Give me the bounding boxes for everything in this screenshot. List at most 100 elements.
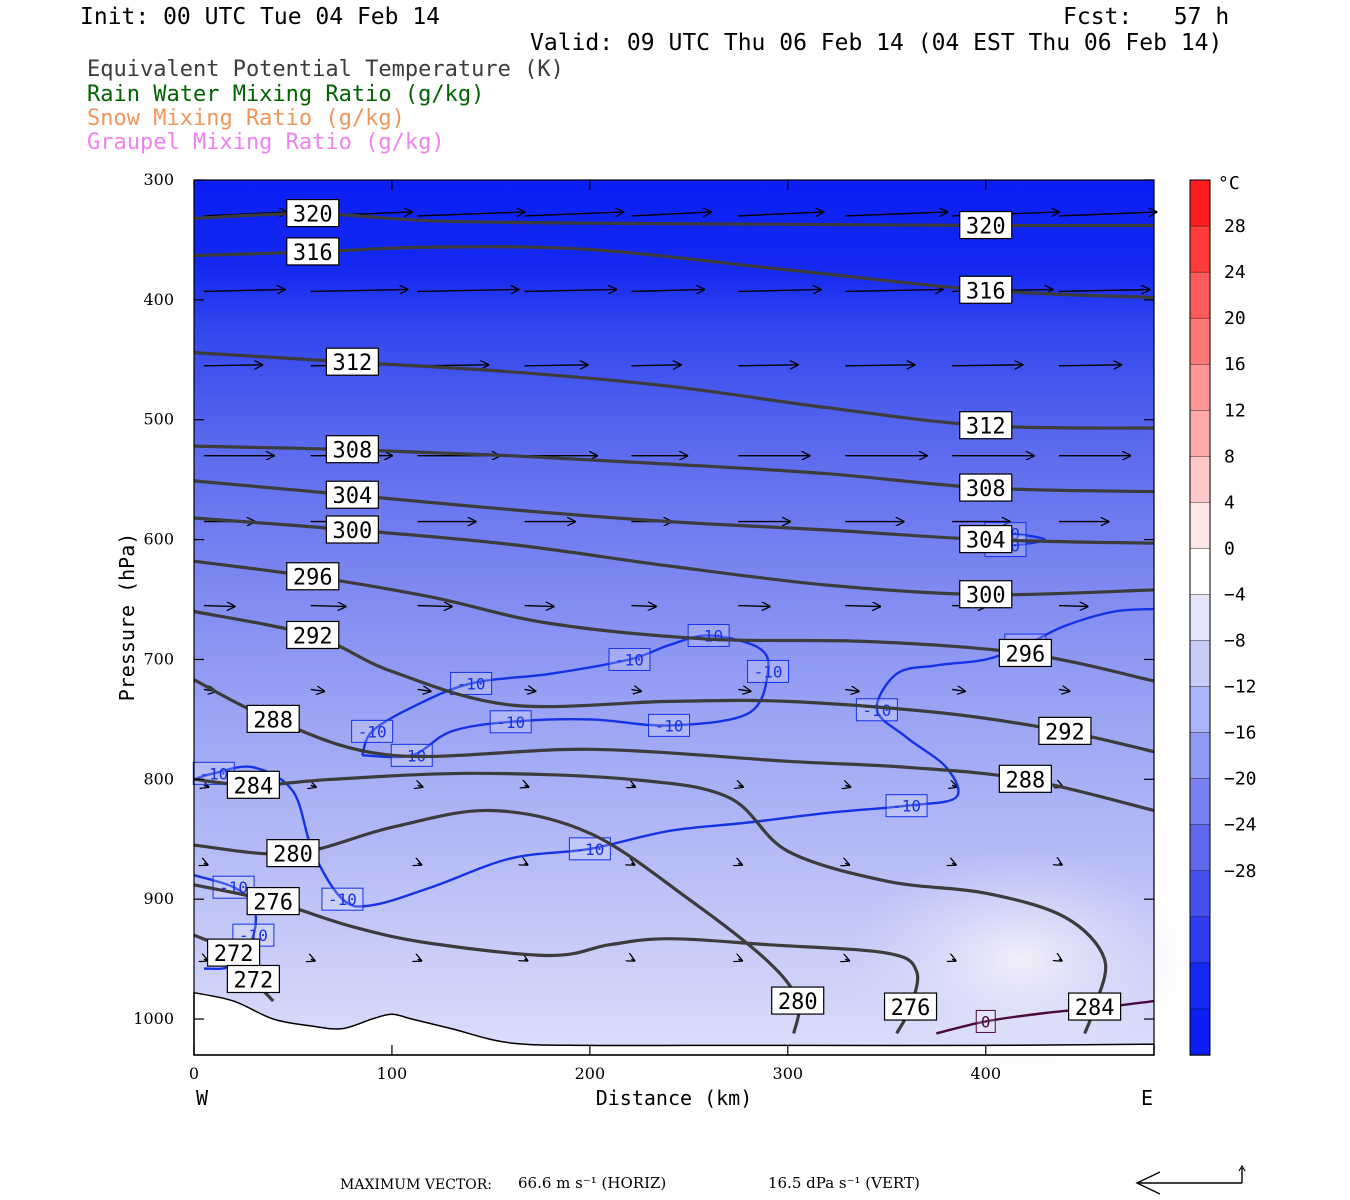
- colorbar-frame: [1189, 179, 1211, 1056]
- wind-vector-8: [1058, 212, 1157, 216]
- temp-contour-1: [361, 634, 770, 759]
- x-tick-label: 400: [970, 1064, 1001, 1083]
- theta-label-box: [325, 515, 379, 544]
- temp-contour-label: -10: [328, 890, 357, 909]
- x-left-label: W: [196, 1086, 209, 1110]
- theta-e-label: 296: [1005, 642, 1045, 667]
- theta-e-label: 292: [1045, 720, 1085, 745]
- theta-label-box: [959, 580, 1013, 609]
- colorbar-label: −16: [1224, 723, 1257, 744]
- wind-vector-61: [952, 689, 966, 691]
- y-tick-label: 600: [143, 530, 174, 549]
- theta-e-label: 304: [966, 529, 1006, 554]
- x-axis-label: Distance (km): [596, 1086, 753, 1110]
- theta-e-label: 320: [966, 215, 1006, 240]
- wind-vector-11: [417, 289, 520, 291]
- axes: 0 100 200 300 400 300 400 500 600 700 800 900 1000: [133, 170, 1154, 1083]
- max-vector-vert: 16.5 dPa s⁻¹ (VERT): [768, 1174, 920, 1192]
- legend-rain: Rain Water Mixing Ratio (g/kg): [87, 82, 485, 107]
- wind-vector-51: [845, 606, 881, 607]
- colorbar-step: [1189, 456, 1211, 504]
- colorbar-step: [1189, 870, 1211, 918]
- wind-vector-83: [418, 959, 422, 961]
- colorbar-label: 28: [1224, 216, 1246, 237]
- colorbar-label: −28: [1224, 861, 1257, 882]
- theta-e-label: 312: [332, 351, 372, 376]
- wind-vector-24: [845, 365, 915, 366]
- temp-contour-label: -10: [496, 713, 525, 732]
- wind-vector-46: [310, 606, 347, 607]
- theta-e-label: 308: [332, 439, 372, 464]
- wind-vector-0: [203, 212, 288, 216]
- temp-contour-label: -10: [358, 722, 387, 741]
- colorbar-step: [1189, 640, 1211, 688]
- colorbar-step: [1189, 410, 1211, 458]
- temp-contour-label: -10: [862, 701, 891, 720]
- terrain-mask: [193, 991, 1155, 1056]
- theta-e-label: 320: [293, 203, 333, 228]
- wind-vector-48: [524, 606, 555, 607]
- wind-vector-80: [1059, 863, 1063, 865]
- wind-vector-23: [738, 365, 798, 366]
- x-right-label: E: [1141, 1086, 1153, 1110]
- wind-vector-3: [524, 212, 625, 216]
- theta-e-label: 300: [966, 584, 1006, 609]
- temp-contour-label: -10: [892, 797, 921, 816]
- wind-vector-65: [418, 785, 424, 787]
- wind-vector-86: [738, 959, 743, 961]
- colorbar-label: −8: [1224, 631, 1246, 652]
- wind-vector-5: [738, 212, 824, 216]
- wind-vector-69: [845, 785, 851, 787]
- wind-vector-2: [417, 212, 526, 216]
- theta-e-contour-276: [193, 883, 920, 1035]
- wind-vector-67: [631, 785, 635, 787]
- colorbar-label: 0: [1224, 538, 1235, 559]
- temp-label-box: [351, 719, 394, 743]
- valid-time: Valid: 09 UTC Thu 06 Feb 14 (04 EST Thu …: [530, 30, 1223, 56]
- init-time: Init: 00 UTC Tue 04 Feb 14: [80, 4, 441, 30]
- wind-vector-70: [952, 785, 958, 787]
- colorbar-step: [1189, 271, 1211, 319]
- theta-e-label: 296: [293, 566, 333, 591]
- temp-contour-label: -10: [199, 764, 228, 783]
- x-tick-label: 300: [773, 1064, 804, 1083]
- legend-theta-e: Equivalent Potential Temperature (K): [87, 57, 564, 82]
- theta-label-box: [286, 562, 340, 591]
- theta-e-contours: 320 320 316 316 312 312 308 308 304 304 300 300 296 2…: [193, 198, 1155, 1035]
- wind-vector-18: [203, 365, 263, 366]
- wind-vector-62: [1058, 689, 1070, 691]
- theta-e-label: 316: [966, 279, 1006, 304]
- wind-vector-58: [631, 689, 641, 691]
- temp-contour-label: -10: [615, 650, 644, 669]
- wind-vector-89: [1059, 959, 1063, 961]
- theta-label-box: [266, 839, 320, 868]
- theta-e-label: 280: [273, 843, 313, 868]
- theta-label-box: [226, 964, 280, 994]
- colorbar-step: [1189, 179, 1211, 227]
- theta-e-label: 312: [966, 415, 1006, 440]
- theta-e-label: 304: [332, 484, 372, 509]
- temp-label-box: [568, 837, 611, 861]
- temp-contour-label: -10: [655, 716, 684, 735]
- theta-e-label: 276: [253, 891, 293, 916]
- wind-vector-4: [631, 212, 711, 216]
- max-vector-horiz: 66.6 m s⁻¹ (HORIZ): [518, 1174, 667, 1192]
- theta-e-label: 272: [234, 968, 274, 993]
- wind-vector-59: [738, 689, 751, 691]
- theta-label-box: [1068, 992, 1122, 1021]
- temp-label-box: [747, 659, 790, 683]
- temp-label-box: [648, 713, 691, 737]
- theta-label-box: [959, 411, 1013, 440]
- colorbar-step: [1189, 916, 1211, 964]
- wind-vector-75: [525, 863, 529, 865]
- theta-label-box: [325, 347, 379, 376]
- theta-label-box: [959, 275, 1013, 304]
- wind-vector-25: [952, 365, 1023, 366]
- theta-label-box: [286, 237, 340, 266]
- colorbar-step: [1189, 962, 1211, 1010]
- colorbar-label: 20: [1224, 308, 1246, 329]
- wind-vector-9: [203, 289, 286, 291]
- wind-vector-74: [418, 863, 423, 865]
- x-tick-label: 0: [189, 1064, 199, 1083]
- theta-e-contour-284: [193, 771, 1108, 1034]
